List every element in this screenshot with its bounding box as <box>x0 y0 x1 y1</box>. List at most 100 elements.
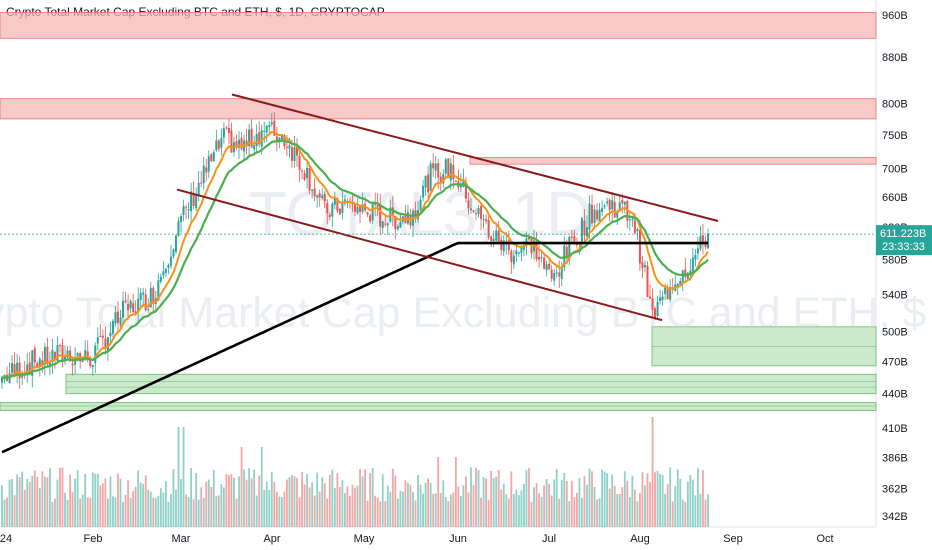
candle-body <box>167 265 170 268</box>
y-tick-label: 500B <box>882 327 908 339</box>
volume-bar <box>505 494 508 527</box>
candle-body <box>384 223 387 225</box>
candle-body <box>502 240 505 252</box>
x-tick-label: Jul <box>542 533 556 545</box>
volume-bar <box>318 491 321 527</box>
volume-bar <box>598 498 601 527</box>
volume-bar <box>465 476 467 527</box>
candle-body <box>414 210 417 218</box>
candle-body <box>106 337 109 351</box>
volume-bar <box>89 497 92 527</box>
volume-bar <box>74 478 77 527</box>
volume-bar <box>482 477 485 527</box>
candle-body <box>86 351 89 361</box>
candle-body <box>497 230 500 242</box>
volume-bar <box>18 477 21 527</box>
candle-body <box>268 125 271 127</box>
volume-bar <box>333 487 336 527</box>
volume-bar <box>454 457 457 527</box>
volume-bar <box>346 486 349 527</box>
volume-bar <box>384 501 387 527</box>
volume-bar <box>439 493 442 527</box>
candle-body <box>56 345 59 361</box>
volume-bar <box>434 493 437 527</box>
ema-mid-line <box>1 139 709 379</box>
candle-body <box>459 185 462 188</box>
candle-body <box>583 220 586 236</box>
candle-body <box>490 236 493 242</box>
volume-bar <box>321 477 324 527</box>
volume-bar <box>240 447 243 527</box>
volume-bar <box>142 483 145 527</box>
candle-body <box>328 214 331 218</box>
volume-bar <box>565 480 568 527</box>
volume-bar <box>46 477 49 527</box>
x-tick-label: 24 <box>0 533 12 545</box>
candle-body <box>245 140 248 147</box>
candle-body <box>192 192 195 207</box>
volume-bar <box>646 473 649 527</box>
volume-bar <box>583 476 586 527</box>
volume-bar <box>386 485 389 527</box>
y-tick-label: 386B <box>882 452 908 464</box>
candle-body <box>535 241 538 259</box>
volume-bar <box>177 427 180 527</box>
candle-body <box>442 174 445 184</box>
volume-bar <box>91 472 94 527</box>
candle-body <box>180 216 183 222</box>
volume-bar <box>275 491 278 527</box>
candle-body <box>439 176 442 183</box>
volume-bar <box>28 481 31 527</box>
candle-body <box>258 131 261 145</box>
candle-body <box>596 210 599 220</box>
candle-body <box>666 287 669 300</box>
candle-body <box>116 311 119 323</box>
x-tick-label: Aug <box>630 533 650 545</box>
candle-body <box>270 122 273 125</box>
volume-bar <box>641 471 644 527</box>
candle-body <box>649 296 652 299</box>
candle-body <box>623 201 626 205</box>
candle-body <box>467 200 470 209</box>
volume-bar <box>316 472 319 527</box>
candle-body <box>46 346 49 365</box>
volume-bar <box>81 494 84 527</box>
volume-bar <box>245 479 248 527</box>
volume-bar <box>243 469 245 527</box>
volume-bar <box>283 491 286 527</box>
volume-bar <box>570 480 573 527</box>
candle-body <box>91 364 94 368</box>
candle-body <box>31 350 34 376</box>
candle-body <box>248 129 251 146</box>
volume-bar <box>616 493 619 527</box>
candle-body <box>205 167 208 173</box>
candle-body <box>507 240 510 251</box>
candle-body <box>190 191 193 212</box>
y-tick-label: 700B <box>882 163 908 175</box>
volume-bar <box>631 475 634 527</box>
volume-bar <box>273 482 276 527</box>
volume-bar <box>573 497 576 527</box>
volume-bar <box>485 478 488 527</box>
candle-body <box>323 193 326 202</box>
candle-body <box>159 276 162 282</box>
volume-bar <box>190 467 193 527</box>
volume-bar <box>139 482 142 527</box>
volume-bar <box>651 417 654 527</box>
volume-bar <box>13 495 16 527</box>
volume-bar <box>298 497 301 527</box>
volume-bar <box>603 471 606 527</box>
volume-bar <box>666 484 669 527</box>
volume-bar <box>462 485 465 527</box>
candle-body <box>177 221 180 236</box>
volume-bar <box>21 471 24 527</box>
candle-body <box>512 255 515 265</box>
candle-body <box>646 265 649 297</box>
candle-body <box>631 219 634 221</box>
candle-body <box>333 196 336 205</box>
volume-bar <box>396 498 399 527</box>
volume-bar <box>578 477 581 527</box>
volume-bar <box>278 496 281 527</box>
candle-body <box>492 238 495 242</box>
